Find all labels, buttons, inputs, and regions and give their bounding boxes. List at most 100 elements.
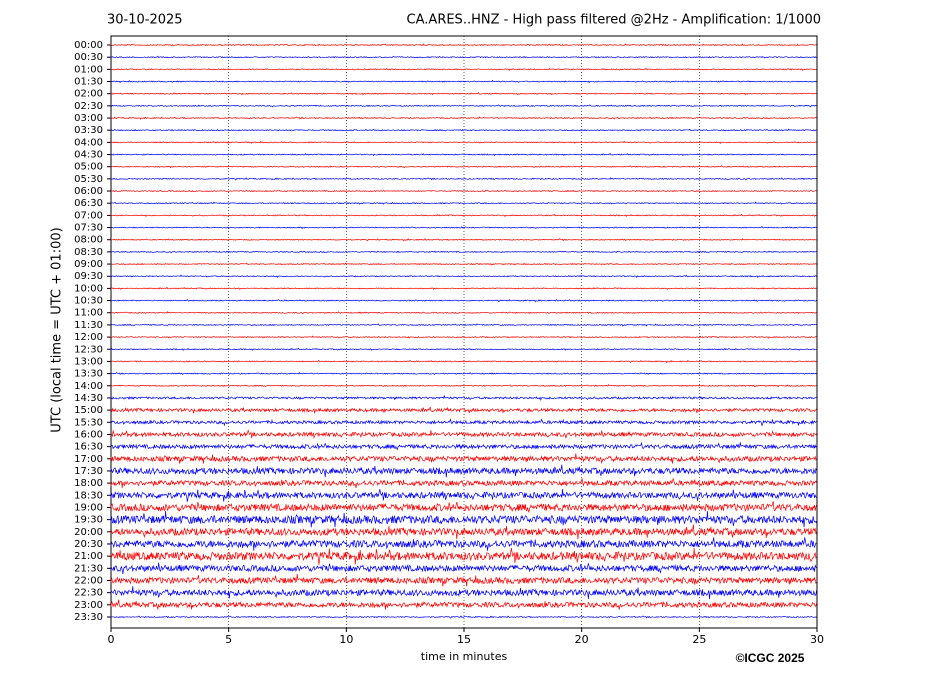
trace [110,226,817,230]
y-tick-label: 13:00 [74,356,103,367]
trace [110,335,817,339]
x-tick-label: 10 [339,633,353,646]
trace [110,371,817,376]
y-tick-label: 05:00 [74,162,103,173]
trace [110,441,817,451]
trace [110,586,817,600]
y-tick-label: 22:30 [74,588,103,599]
x-tick-label: 0 [108,633,115,646]
trace [110,55,817,59]
y-tick-label: 11:30 [74,320,103,331]
trace [110,599,817,611]
y-tick-label: 01:00 [74,64,103,75]
trace [110,418,817,427]
trace [110,478,817,488]
trace [110,347,817,352]
x-axis-label: time in minutes [421,650,508,663]
y-tick-label: 15:00 [74,405,103,416]
trace [110,384,817,388]
y-tick-label: 12:00 [74,332,103,343]
y-tick-label: 04:00 [74,137,103,148]
trace [110,104,817,108]
y-tick-label: 06:30 [74,198,103,209]
trace [110,201,817,205]
y-tick-label: 20:30 [74,539,103,550]
y-tick-label: 16:30 [74,442,103,453]
x-tick-label: 25 [692,633,706,646]
y-tick-label: 08:30 [74,247,103,258]
trace [110,323,817,327]
y-tick-label: 12:30 [74,344,103,355]
y-tick-label: 02:00 [74,89,103,100]
y-tick-label: 18:00 [74,478,103,489]
trace [110,615,817,619]
y-tick-label: 06:00 [74,186,103,197]
y-tick-label: 01:30 [74,77,103,88]
trace [110,406,817,414]
trace [110,237,817,242]
y-tick-label: 21:00 [74,551,103,562]
trace [110,547,817,565]
x-tick-label: 5 [225,633,232,646]
y-tick-label: 00:00 [74,40,103,51]
y-tick-label: 17:30 [74,466,103,477]
trace [110,286,817,291]
y-tick-label: 20:00 [74,527,103,538]
y-tick-label: 07:30 [74,223,103,234]
trace [110,177,817,181]
x-tick-label: 30 [810,633,824,646]
trace [110,310,817,315]
chart-title: CA.ARES..HNZ - High pass filtered @2Hz -… [407,13,821,28]
trace [110,128,817,132]
y-tick-label: 10:00 [74,283,103,294]
y-tick-label: 03:30 [74,125,103,136]
y-tick-label: 21:30 [74,563,103,574]
trace [110,394,817,401]
y-tick-label: 10:30 [74,296,103,307]
trace [110,511,817,528]
x-tick-label: 15 [457,633,471,646]
y-tick-label: 09:30 [74,271,103,282]
trace [110,189,817,193]
y-tick-label: 23:00 [74,600,103,611]
y-tick-label: 23:30 [74,612,103,623]
trace [110,298,817,303]
y-tick-label: 19:00 [74,502,103,513]
trace [110,165,817,169]
x-tick-label: 20 [575,633,589,646]
y-tick-label: 03:00 [74,113,103,124]
trace [110,43,817,47]
y-tick-label: 09:00 [74,259,103,270]
y-tick-label: 22:00 [74,575,103,586]
y-tick-label: 07:00 [74,210,103,221]
trace [110,213,817,218]
trace [110,92,817,96]
trace [110,67,817,71]
trace [110,274,817,279]
trace [110,573,817,587]
y-tick-label: 15:30 [74,417,103,428]
y-tick-label: 17:00 [74,454,103,465]
trace [110,453,817,465]
copyright: ©ICGC 2025 [736,651,805,665]
trace [110,464,817,478]
y-tick-label: 00:30 [74,52,103,63]
trace [110,501,817,513]
y-tick-label: 02:30 [74,101,103,112]
y-axis-label: UTC (local time = UTC + 01:00) [50,227,65,432]
trace [110,524,817,540]
y-tick-label: 05:30 [74,174,103,185]
y-tick-label: 13:30 [74,369,103,380]
y-tick-label: 16:00 [74,429,103,440]
y-tick-label: 08:00 [74,235,103,246]
y-tick-label: 14:00 [74,381,103,392]
chart-date: 30-10-2025 [107,13,183,28]
trace [110,79,817,84]
y-tick-label: 19:30 [74,515,103,526]
trace [110,359,817,364]
trace [110,250,817,254]
trace [110,140,817,144]
trace [110,537,817,551]
y-tick-label: 18:30 [74,490,103,501]
